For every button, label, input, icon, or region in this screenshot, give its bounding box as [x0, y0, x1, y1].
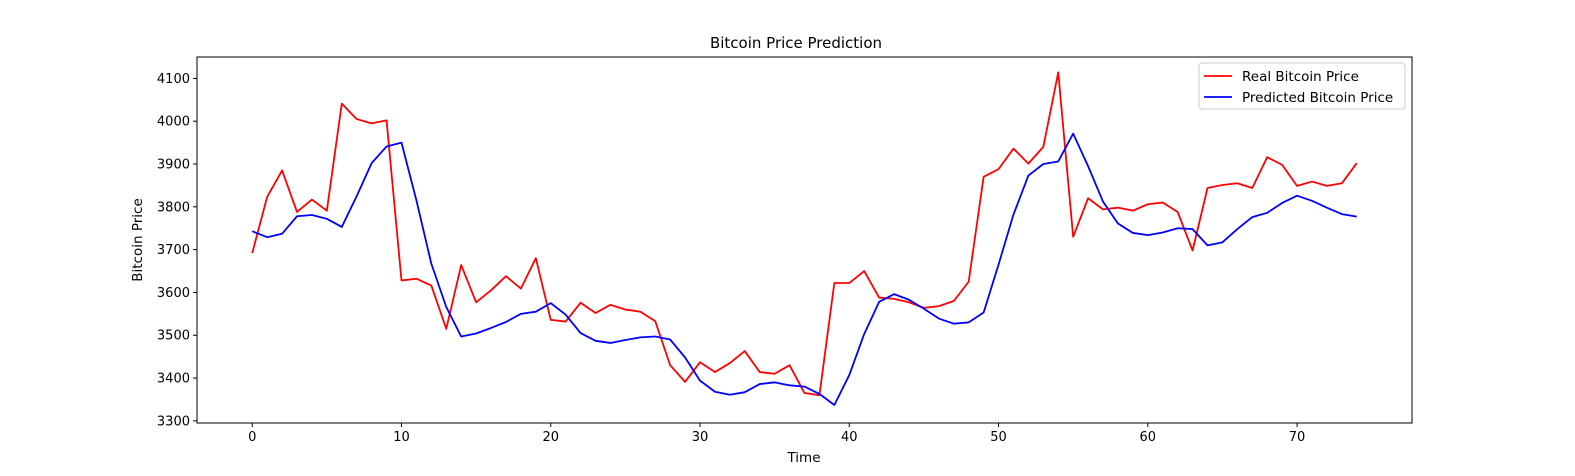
x-axis: 0 10 20 30 40 50 60 70 [248, 423, 1305, 445]
x-axis-title: Time [786, 450, 820, 466]
legend-label-predicted: Predicted Bitcoin Price [1242, 90, 1393, 106]
legend-label-real: Real Bitcoin Price [1242, 69, 1359, 85]
y-axis-title: Bitcoin Price [130, 198, 146, 282]
y-tick-label: 3300 [157, 414, 190, 429]
y-tick-label: 4000 [157, 115, 190, 130]
x-tick-label: 50 [990, 430, 1007, 445]
x-tick-label: 30 [692, 430, 709, 445]
series-line-real-bitcoin-price [251, 71, 1358, 397]
legend-frame [1198, 62, 1406, 110]
y-tick-label: 3600 [157, 286, 190, 301]
series-line-predicted-bitcoin-price [251, 132, 1357, 406]
series-layer [251, 71, 1358, 406]
x-tick-label: 70 [1289, 430, 1306, 445]
x-tick-label: 0 [248, 430, 256, 445]
x-tick-label: 20 [542, 430, 559, 445]
y-tick-label: 3400 [157, 372, 190, 387]
chart-title: Bitcoin Price Prediction [710, 34, 882, 52]
y-tick-label: 3700 [157, 243, 190, 258]
y-axis: 3300 3400 3500 3600 3700 3800 3900 4000 4100 [157, 72, 197, 429]
y-tick-label: 4100 [157, 72, 190, 87]
x-tick-label: 10 [393, 430, 410, 445]
legend: Real Bitcoin Price Predicted Bitcoin Pri… [1198, 62, 1406, 110]
y-tick-label: 3800 [157, 200, 190, 215]
y-tick-label: 3500 [157, 329, 190, 344]
x-tick-label: 60 [1140, 430, 1157, 445]
x-tick-label: 40 [841, 430, 858, 445]
plot-area-frame [196, 56, 1413, 424]
y-tick-label: 3900 [157, 158, 190, 173]
